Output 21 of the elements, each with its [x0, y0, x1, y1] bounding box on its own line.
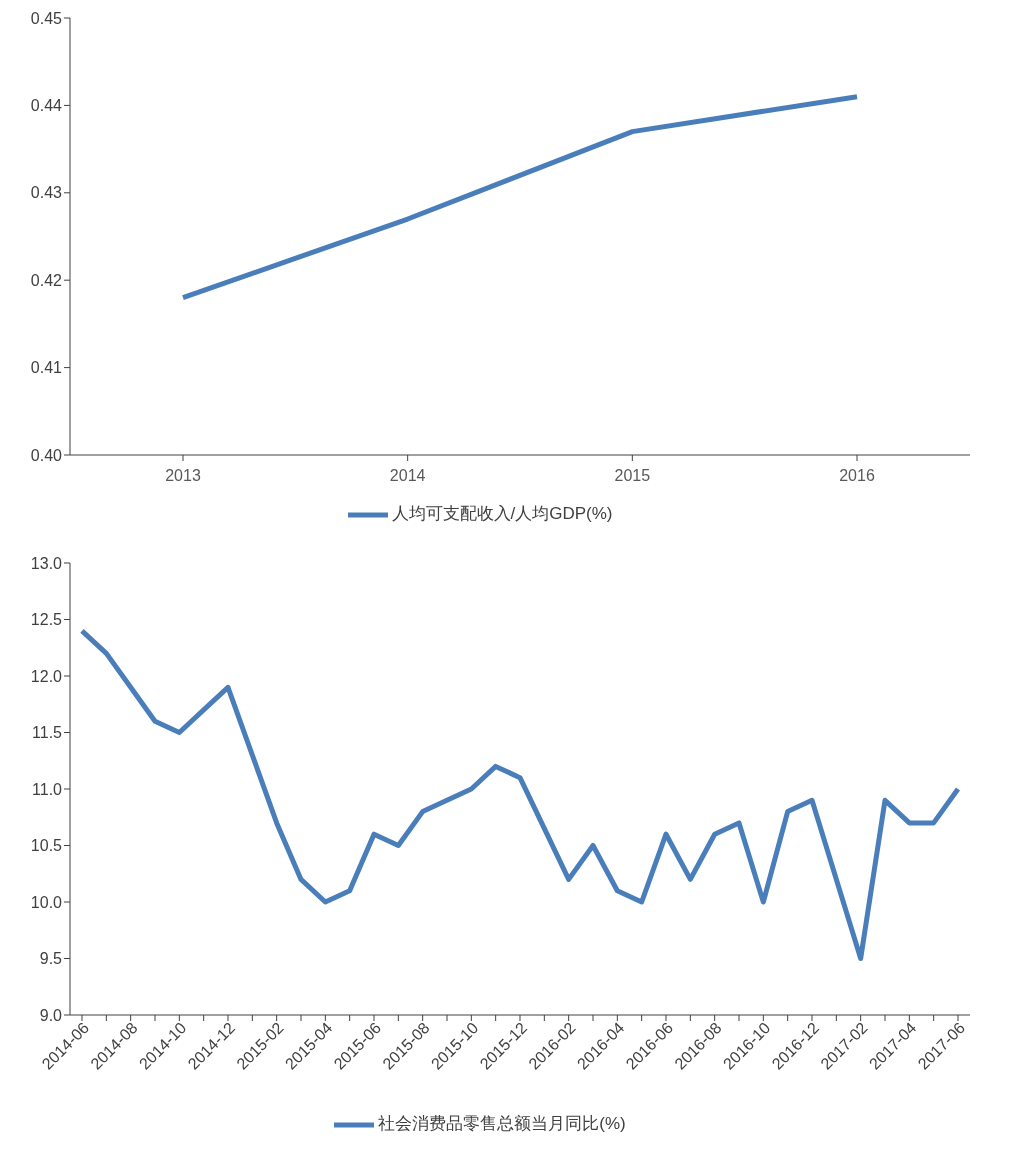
- x-tick-label: 2013: [165, 467, 201, 484]
- y-tick-label: 0.43: [30, 184, 63, 202]
- x-tick-label: 2015: [614, 467, 651, 484]
- y-tick-label: 11.5: [32, 724, 63, 742]
- x-tick-label: 2014: [389, 467, 426, 484]
- legend-label: 人均可支配收入/人均GDP(%): [391, 504, 613, 524]
- y-tick-label: 9.5: [39, 950, 63, 968]
- y-tick-label: 0.44: [30, 97, 63, 115]
- y-tick-label: 0.45: [30, 9, 63, 27]
- y-tick-label: 0.40: [30, 446, 63, 464]
- y-tick-label: 0.42: [30, 271, 63, 289]
- legend-label: 社会消费品零售总额当月同比(%): [378, 1114, 626, 1134]
- y-tick-label: 11.0: [32, 780, 63, 798]
- y-tick-label: 10.0: [30, 893, 63, 911]
- x-tick-label: 2016: [839, 467, 875, 484]
- y-tick-label: 9.0: [39, 1006, 63, 1024]
- y-tick-label: 12.5: [30, 611, 63, 629]
- y-tick-label: 12.0: [30, 667, 63, 685]
- y-tick-label: 0.41: [30, 359, 63, 377]
- y-tick-label: 13.0: [30, 554, 63, 572]
- y-tick-label: 10.5: [30, 837, 63, 855]
